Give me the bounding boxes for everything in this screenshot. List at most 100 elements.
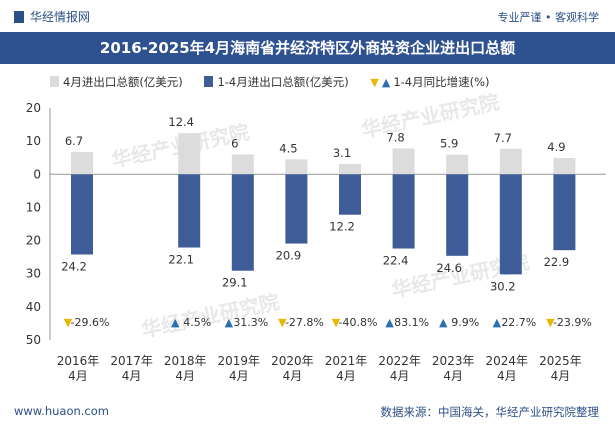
slogan: 专业严谨 • 客观科学 [497,11,599,24]
y-tick-label: 40 [26,300,41,314]
chart-canvas: 2010010203040502016年4月6.724.2▼-29.6%2017… [26,101,606,383]
growth-label: -40.8% [339,316,378,329]
growth-label: -27.8% [285,316,324,329]
legend-label-ytd: 1-4月进出口总额(亿美元) [217,75,349,89]
growth-down-icon: ▼ [546,316,555,329]
x-tick-label: 2017年 [110,354,153,368]
data-label-monthly: 6 [231,136,238,150]
data-label-ytd: 24.2 [61,259,87,273]
bar-monthly-total [285,159,308,175]
data-label-monthly: 6.7 [65,134,83,148]
bar-ytd-total [499,174,522,275]
y-tick-label: 20 [26,101,41,115]
growth-up-icon: ▲ [439,316,448,329]
data-label-ytd: 22.1 [168,253,194,267]
data-label-ytd: 29.1 [222,276,248,290]
brand-logo: 华经情报网 [14,8,90,25]
bar-monthly-total [71,152,93,175]
y-tick-label: 20 [26,234,41,248]
data-label-monthly: 3.1 [333,146,351,160]
x-tick-label: 2018年 [164,354,207,368]
growth-up-icon: ▲ [225,316,234,329]
x-tick-label: 2024年 [486,354,529,368]
data-label-monthly: 12.4 [168,115,194,129]
x-tick-label: 4月 [551,369,571,383]
bar-monthly-total [231,154,254,175]
x-tick-label: 4月 [390,369,410,383]
bar-monthly-total [499,148,522,175]
data-label-ytd: 20.9 [276,249,302,263]
y-tick-label: 10 [26,200,41,214]
legend: 4月进出口总额(亿美元) 1-4月进出口总额(亿美元) ▼ ▲ 1-4月同比增速(%… [50,74,508,90]
bar-monthly-total [392,148,415,175]
legend-item-total: 4月进出口总额(亿美元) [50,74,183,90]
bar-ytd-total [446,174,469,256]
data-label-monthly: 4.5 [279,141,297,155]
legend-label-growth: 1-4月同比增速(%) [393,75,490,89]
x-tick-label: 4月 [336,369,356,383]
x-tick-label: 2022年 [378,354,421,368]
legend-up-icon: ▲ [381,76,391,89]
growth-label: 22.7% [501,316,536,329]
footer: www.huaon.com 数据来源：中国海关，华经产业研究院整理 [0,396,615,427]
growth-label: -29.6% [71,316,110,329]
footer-site: www.huaon.com [14,404,109,418]
x-tick-label: 2020年 [271,354,314,368]
growth-label: 83.1% [394,316,429,329]
x-tick-label: 4月 [68,369,88,383]
x-tick-label: 2021年 [325,354,368,368]
x-tick-label: 4月 [497,369,517,383]
bar-ytd-total [392,174,415,249]
bar-monthly-total [339,164,361,175]
bar-ytd-total [285,174,308,244]
x-tick-label: 4月 [122,369,142,383]
growth-label: 31.3% [233,316,268,329]
bar-ytd-total [231,174,254,271]
x-tick-label: 2016年 [57,354,100,368]
x-tick-label: 2023年 [432,354,475,368]
growth-down-icon: ▼ [278,316,287,329]
x-tick-label: 4月 [229,369,249,383]
growth-up-icon: ▲ [171,316,180,329]
x-tick-label: 4月 [283,369,303,383]
y-tick-label: 30 [26,267,41,281]
growth-label: -23.9% [553,316,592,329]
x-tick-label: 4月 [175,369,195,383]
bar-monthly-total [553,158,576,175]
bar-ytd-total [553,174,576,251]
y-tick-label: 0 [33,167,41,181]
top-bar: 华经情报网 专业严谨 • 客观科学 [0,0,615,32]
bar-ytd-total [71,174,93,255]
data-label-ytd: 22.9 [544,255,570,269]
growth-down-icon: ▼ [332,316,341,329]
data-label-ytd: 12.2 [329,220,355,234]
y-tick-label: 10 [26,134,41,148]
logo-icon [14,11,24,23]
growth-up-icon: ▲ [385,316,394,329]
bar-ytd-total [178,174,201,248]
data-label-ytd: 22.4 [383,254,409,268]
legend-item-ytd: 1-4月进出口总额(亿美元) [204,74,349,90]
legend-swatch-total [50,76,59,87]
data-label-monthly: 5.9 [440,137,458,151]
brand-name: 华经情报网 [30,10,91,24]
x-tick-label: 2025年 [539,354,582,368]
legend-swatch-ytd [204,76,214,87]
legend-down-icon: ▼ [370,76,379,89]
growth-label: 4.5% [183,316,211,329]
growth-down-icon: ▼ [64,316,73,329]
bar-monthly-total [446,154,469,175]
x-tick-label: 4月 [443,369,463,383]
bar-monthly-total [178,133,201,175]
data-label-monthly: 4.9 [547,140,565,154]
legend-item-growth: ▼ ▲ 1-4月同比增速(%) [370,74,489,90]
legend-label-total: 4月进出口总额(亿美元) [63,75,183,89]
bar-ytd-total [339,174,361,215]
data-label-monthly: 7.8 [386,130,404,144]
x-tick-label: 2019年 [218,354,261,368]
chart-title: 2016-2025年4月海南省并经济特区外商投资企业进出口总额 [0,32,615,64]
y-tick-label: 50 [26,333,41,347]
data-label-ytd: 30.2 [490,279,516,293]
data-label-ytd: 24.6 [436,261,462,275]
growth-up-icon: ▲ [493,316,502,329]
